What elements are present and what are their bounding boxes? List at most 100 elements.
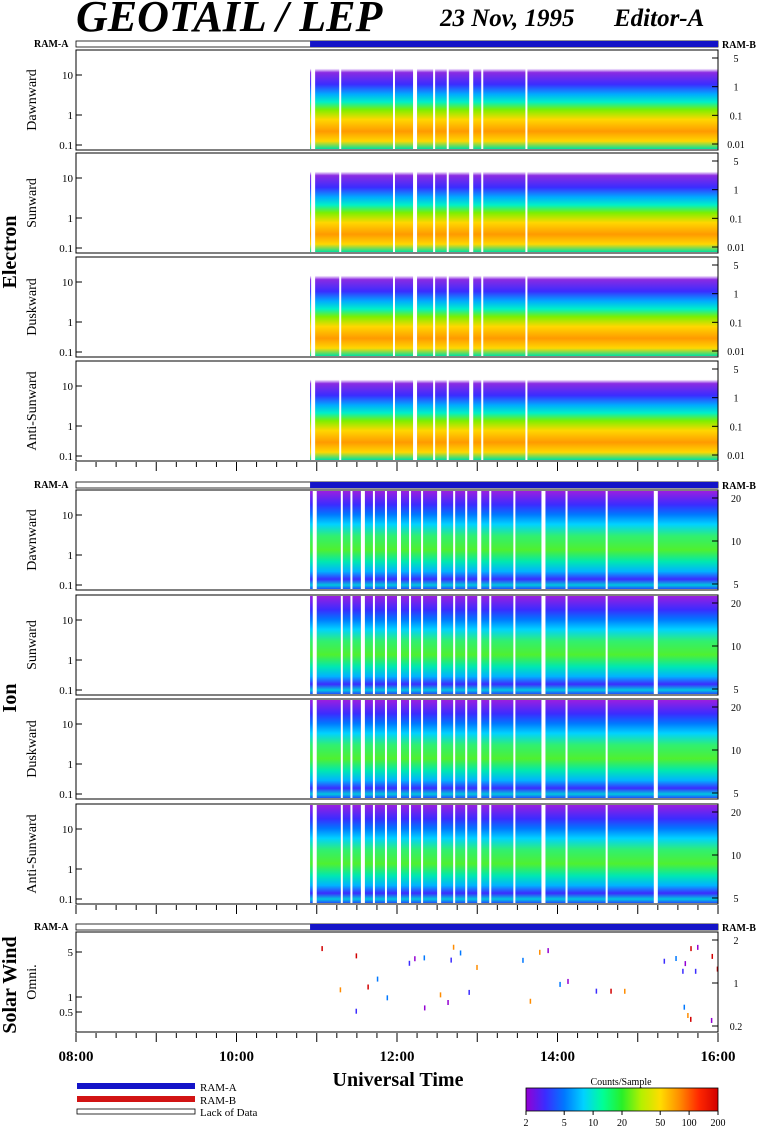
left-tick-label: 1 [68,421,74,433]
colorbar-ticks: 2 5 10 20 50 100 200 [524,1111,726,1128]
sw-count [447,999,449,1005]
ram-b-label: RAM-B [722,40,756,51]
data-gap [372,596,375,694]
figure-editor: Editor-A [613,5,704,32]
left-tick-label: 10 [62,381,74,393]
left-tick-label: 1 [68,213,74,225]
data-gap [312,596,317,694]
time-tick-label: 12:00 [380,1049,415,1065]
data-gap [465,700,468,798]
sw-count [376,976,379,982]
data-gap [437,596,442,694]
colorbar-gradient [525,1087,719,1112]
right-tick-label: 1 [734,83,739,94]
data-gap [413,362,418,460]
data-gap [433,362,436,460]
figure-title: GEOTAIL / LEP [76,0,384,41]
ram-a-label: RAM-A [34,480,69,491]
right-tick-label: 0.01 [727,243,745,254]
data-gap [392,362,395,460]
panel-frame [75,698,719,800]
data-gap [409,700,412,798]
data-gap [312,700,317,798]
left-tick-label: 0.1 [59,140,73,152]
right-tick-label: 0.2 [730,1022,743,1033]
group-label: Electron [0,216,21,289]
panel-electron-dawnward: Dawnward 10 1 0.1 5 1 0.1 0.01 [25,49,745,152]
sw-count [522,957,524,963]
data-gap [513,596,516,694]
data-gap [446,258,449,356]
panel-ion-sunward: Sunward 10 1 0.1 20 10 5 [25,594,741,697]
panels-layer: Electron RAM-A RAM-B Dawnward 10 1 0.1 5 1 0.1 0.0… [0,39,756,1042]
sw-count [710,1017,713,1023]
data-gap [413,258,418,356]
sw-count [452,944,455,950]
data-gap [481,154,484,252]
right-tick-label: 10 [731,851,741,862]
right-tick-label: 20 [731,703,741,714]
right-tick-label: 5 [734,685,739,696]
sw-count [663,958,666,964]
data-gap [384,596,387,694]
sw-count [476,964,478,970]
left-tick-label: 0.1 [59,243,73,255]
data-gap [392,258,395,356]
sw-count [697,944,699,950]
left-tick-label: 10 [62,70,74,82]
data-gap [525,51,528,149]
left-tick-label: 0.1 [59,451,73,463]
legend-swatch-ram-b [77,1096,195,1102]
sw-count [423,955,426,961]
data-gap [392,51,395,149]
data-gap [605,491,608,589]
panel-electron-sunward: Sunward 10 1 0.1 5 1 0.1 0.01 [25,152,745,255]
left-tick-label: 1 [68,992,74,1004]
right-tick-label: 1 [734,290,739,301]
sw-count [675,956,677,962]
time-tick-label: 08:00 [59,1049,94,1065]
time-tick-label: 10:00 [219,1049,254,1065]
data-gap [397,596,401,694]
left-tick-label: 10 [62,719,74,731]
sw-count [423,1005,426,1011]
panel-label: Omni. [25,964,40,999]
colorbar-tick-label: 10 [588,1118,598,1128]
left-tick-label: 1 [68,110,74,122]
sw-count [567,978,569,984]
data-gap [446,362,449,460]
data-gap [372,491,375,589]
panel-frame [75,152,719,254]
data-gap [409,596,412,694]
sw-count [683,1004,686,1010]
data-gap [605,596,608,694]
data-gap [397,491,401,589]
data-gap [469,362,474,460]
data-gap [339,258,342,356]
right-tick-label: 10 [731,537,741,548]
panel-ion-anti-sunward: Anti-Sunward 10 1 0.1 20 10 5 [25,803,741,906]
data-gap [360,596,365,694]
sw-count [694,968,697,974]
sw-count [408,960,411,966]
data-gap [311,362,316,460]
sw-count [339,987,342,993]
ram-a-label: RAM-A [34,39,69,50]
panel-ion-dawnward: Dawnward 10 1 0.1 20 10 5 [25,489,741,592]
panel-frame [75,49,719,151]
ram-bar-coverage [310,924,718,930]
data-gap [565,805,568,903]
data-gap [413,51,418,149]
data-gap [525,258,528,356]
right-tick-label: 20 [731,599,741,610]
x-axis-label: Universal Time [333,1069,464,1091]
sw-count [547,948,549,954]
legend-swatch-ram-a [77,1083,195,1089]
data-gap [311,51,316,149]
data-gap [525,154,528,252]
panel-label: Anti-Sunward [25,371,40,450]
sw-count [711,953,714,959]
data-gap [565,491,568,589]
sw-count [459,950,462,956]
right-tick-label: 10 [731,642,741,653]
